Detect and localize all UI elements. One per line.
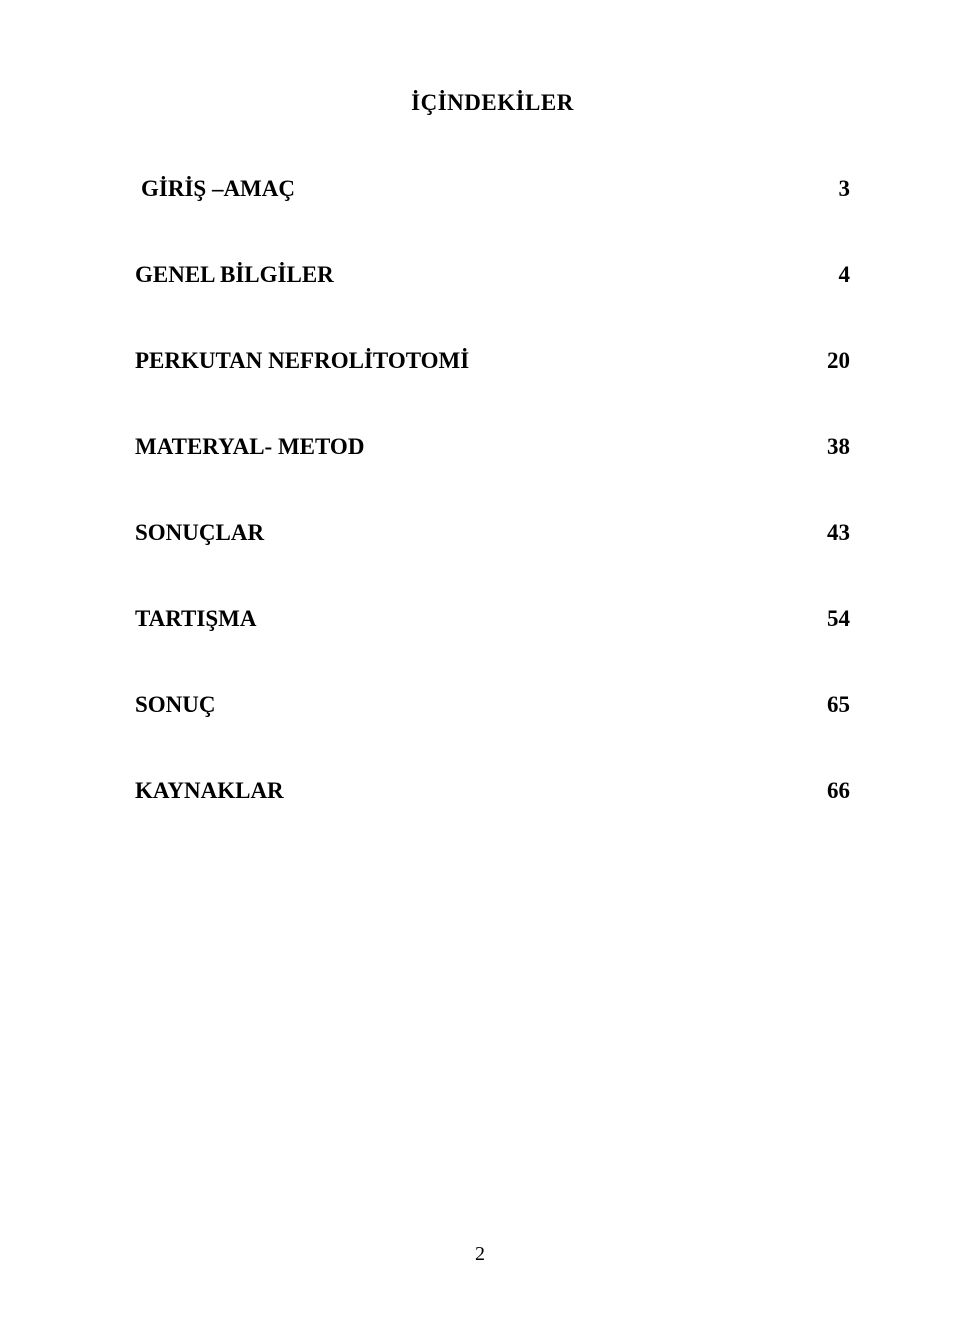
toc-row: SONUÇ 65 — [135, 692, 850, 718]
toc-page: 4 — [839, 262, 851, 288]
toc-page: 65 — [827, 692, 850, 718]
toc-row: PERKUTAN NEFROLİTOTOMİ 20 — [135, 348, 850, 374]
toc-row: GENEL BİLGİLER 4 — [135, 262, 850, 288]
toc-page: 20 — [827, 348, 850, 374]
toc-label: GİRİŞ –AMAÇ — [141, 176, 295, 202]
toc-row: MATERYAL- METOD 38 — [135, 434, 850, 460]
toc-page: 66 — [827, 778, 850, 804]
toc-page: 3 — [839, 176, 851, 202]
toc-row: SONUÇLAR 43 — [135, 520, 850, 546]
toc-label: TARTIŞMA — [135, 606, 256, 632]
toc-label: MATERYAL- METOD — [135, 434, 364, 460]
toc-page: 38 — [827, 434, 850, 460]
toc-label: GENEL BİLGİLER — [135, 262, 334, 288]
page-number: 2 — [0, 1243, 960, 1266]
toc-page: 54 — [827, 606, 850, 632]
toc-label: PERKUTAN NEFROLİTOTOMİ — [135, 348, 469, 374]
toc-label: KAYNAKLAR — [135, 778, 284, 804]
toc-page: 43 — [827, 520, 850, 546]
toc-row: TARTIŞMA 54 — [135, 606, 850, 632]
toc-label: SONUÇ — [135, 692, 216, 718]
toc-title: İÇİNDEKİLER — [135, 90, 850, 116]
toc-row: GİRİŞ –AMAÇ 3 — [135, 176, 850, 202]
toc-row: KAYNAKLAR 66 — [135, 778, 850, 804]
toc-label: SONUÇLAR — [135, 520, 264, 546]
